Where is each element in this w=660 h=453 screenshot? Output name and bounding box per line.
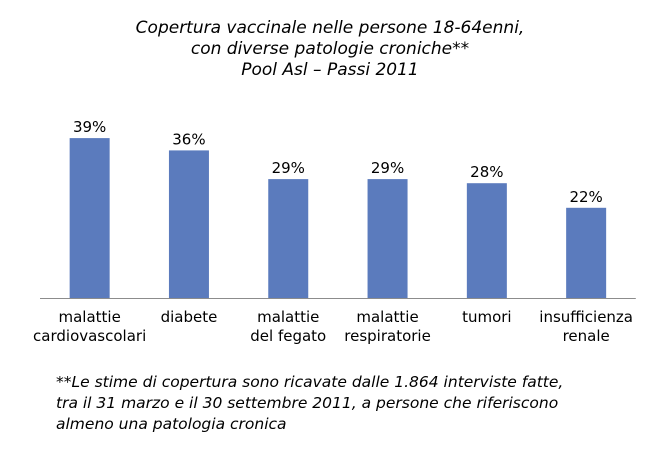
chart-title-line: con diverse patologie croniche**	[190, 39, 470, 59]
chart-title-line: Pool Asl – Passi 2011	[241, 60, 419, 80]
category-label: diabete	[161, 308, 218, 326]
category-label: insufficienza	[539, 308, 633, 326]
category-label: malattie	[257, 308, 319, 326]
data-label: 29%	[371, 159, 404, 177]
footnote: **Le stime di copertura sono ricavate da…	[56, 372, 646, 435]
category-label: cardiovascolari	[33, 327, 146, 345]
data-label: 28%	[470, 163, 503, 181]
chart-title: Copertura vaccinale nelle persone 18-64e…	[0, 18, 660, 81]
data-label: 22%	[569, 188, 602, 206]
chart-title-line: Copertura vaccinale nelle persone 18-64e…	[135, 18, 525, 38]
data-label: 39%	[73, 118, 106, 136]
bar	[168, 150, 209, 298]
data-label: 36%	[172, 130, 205, 148]
data-label: 29%	[272, 159, 305, 177]
bar	[466, 183, 507, 298]
category-label: respiratorie	[344, 327, 431, 345]
category-label: del fegato	[250, 327, 326, 345]
bar	[367, 179, 408, 298]
bar	[268, 179, 309, 298]
footnote-line: **Le stime di copertura sono ricavate da…	[56, 373, 564, 391]
bar	[69, 138, 110, 298]
bar	[566, 207, 607, 298]
category-label: malattie	[356, 308, 418, 326]
category-label: renale	[563, 327, 610, 345]
category-label: malattie	[58, 308, 120, 326]
category-label: tumori	[462, 308, 512, 326]
footnote-line: almeno una patologia cronica	[56, 415, 287, 433]
footnote-line: tra il 31 marzo e il 30 settembre 2011, …	[56, 394, 559, 412]
